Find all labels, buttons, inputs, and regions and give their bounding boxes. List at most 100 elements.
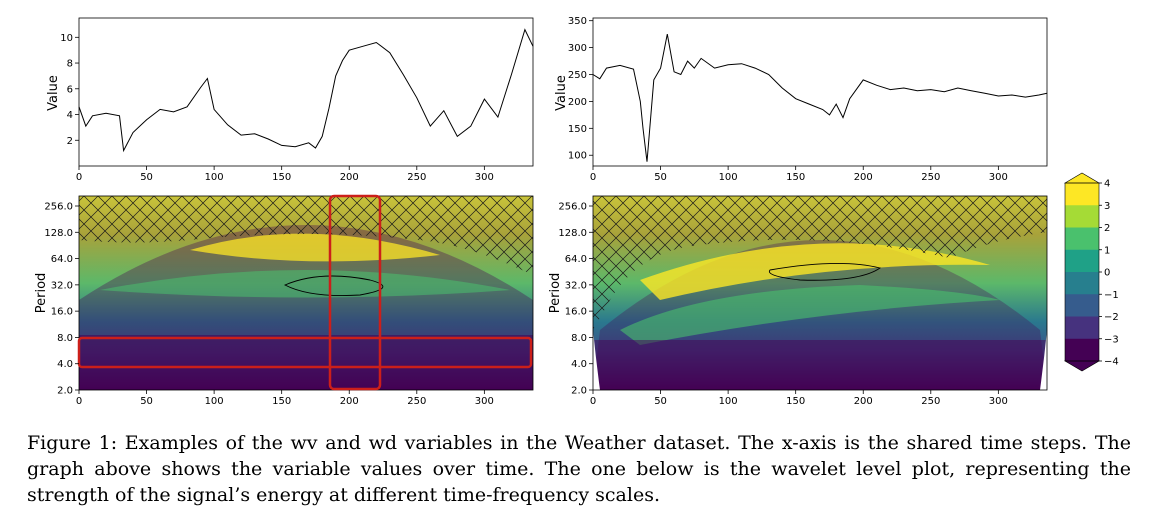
x-tick-label: 250 — [407, 172, 426, 183]
wv-ticks: 0 50 100 150 200 250 300 2 4 6 8 10 — [60, 33, 494, 183]
colorbar-cell — [1065, 316, 1099, 340]
x-tick-label: 0 — [590, 172, 596, 183]
y-tick-label: 64.0 — [565, 254, 587, 265]
y-tick-label: 4 — [67, 110, 73, 121]
wv-chart-frame — [78, 17, 534, 167]
y-tick-label: 2.0 — [57, 386, 73, 397]
wv-high-energy-band — [190, 233, 440, 262]
y-tick-label: 16.0 — [565, 307, 587, 318]
colorbar-cell — [1065, 272, 1099, 295]
y-tick-label: 300 — [568, 43, 587, 54]
colorbar-tick-label: 3 — [1104, 201, 1110, 212]
colorbar-top-arrow — [1063, 172, 1101, 184]
y-tick-label: 250 — [568, 70, 587, 81]
y-tick-label: 16.0 — [51, 307, 73, 318]
wv-highlight-period-band — [77, 336, 533, 369]
x-tick-label: 200 — [854, 172, 873, 183]
wd-wavelet-frame — [592, 195, 1048, 391]
wv-mid-energy-band — [100, 270, 510, 298]
colorbar: 4 3 2 1 0 −1 −2 −3 −4 — [1063, 172, 1119, 372]
colorbar-ticks: 4 3 2 1 0 −1 −2 −3 −4 — [1099, 179, 1119, 368]
x-tick-label: 50 — [654, 396, 667, 407]
colorbar-tick-label: −1 — [1104, 290, 1119, 301]
colorbar-cells — [1063, 172, 1101, 372]
y-tick-label: 256.0 — [558, 202, 587, 213]
y-tick-label: 128.0 — [558, 228, 587, 239]
y-tick-label: 200 — [568, 97, 587, 108]
wv-cone-of-influence-hatch — [79, 196, 533, 275]
colorbar-tick-label: −2 — [1104, 312, 1119, 323]
wd-ticks: 0 50 100 150 200 250 300 100 150 200 250 300 350 — [568, 16, 1008, 183]
colorbar-tick-label: −4 — [1104, 357, 1119, 368]
y-tick-label: 32.0 — [565, 280, 587, 291]
x-tick-label: 250 — [921, 172, 940, 183]
y-tick-label: 4.0 — [57, 359, 73, 370]
x-tick-label: 150 — [272, 396, 291, 407]
colorbar-bottom-arrow — [1063, 360, 1101, 372]
colorbar-tick-label: 2 — [1104, 223, 1110, 234]
figure-caption: Figure 1: Examples of the wv and wd vari… — [27, 432, 1131, 506]
wd-wavelet-y-axis-label: Period — [548, 273, 563, 314]
y-tick-label: 128.0 — [44, 228, 73, 239]
y-tick-label: 150 — [568, 124, 587, 135]
wd-high-energy-band — [640, 243, 990, 300]
x-tick-label: 50 — [140, 172, 153, 183]
x-tick-label: 50 — [654, 172, 667, 183]
x-tick-label: 50 — [140, 396, 153, 407]
x-tick-label: 100 — [719, 396, 738, 407]
colorbar-cell — [1065, 338, 1099, 362]
x-tick-label: 100 — [205, 396, 224, 407]
y-tick-label: 2.0 — [571, 386, 587, 397]
y-tick-label: 350 — [568, 16, 587, 27]
wd-cone-of-influence-hatch — [593, 196, 1047, 330]
colorbar-cell — [1065, 205, 1099, 228]
wd-significance-contour — [768, 263, 882, 281]
x-tick-label: 200 — [340, 172, 359, 183]
wd-y-axis-label: Value — [554, 75, 569, 111]
colorbar-tick-label: 4 — [1104, 179, 1110, 190]
x-tick-label: 300 — [475, 172, 494, 183]
x-tick-label: 100 — [719, 172, 738, 183]
wv-significance-contour — [283, 275, 384, 296]
y-tick-label: 2 — [67, 136, 73, 147]
y-tick-label: 8 — [67, 59, 73, 70]
wv-line-chart: 0 50 100 150 200 250 300 2 4 6 8 10 Value — [46, 17, 534, 183]
y-tick-label: 64.0 — [51, 254, 73, 265]
x-tick-label: 300 — [989, 396, 1008, 407]
colorbar-tick-label: 0 — [1104, 268, 1110, 279]
x-tick-label: 150 — [272, 172, 291, 183]
wd-chart-frame — [592, 17, 1048, 167]
colorbar-cell — [1065, 183, 1099, 206]
wd-series-line — [592, 34, 1048, 162]
colorbar-tick-label: −3 — [1104, 334, 1119, 345]
y-tick-label: 256.0 — [44, 202, 73, 213]
colorbar-tick-label: 1 — [1104, 245, 1110, 256]
x-tick-label: 200 — [854, 396, 873, 407]
y-tick-label: 8.0 — [57, 333, 73, 344]
colorbar-cell — [1065, 227, 1099, 251]
colorbar-cell — [1065, 249, 1099, 273]
x-tick-label: 0 — [590, 396, 596, 407]
x-tick-label: 250 — [921, 396, 940, 407]
y-tick-label: 32.0 — [51, 280, 73, 291]
wv-y-axis-label: Value — [46, 75, 61, 111]
x-tick-label: 150 — [786, 172, 805, 183]
x-tick-label: 0 — [76, 396, 82, 407]
wd-wavelet-plot: 0 50 100 150 200 250 300 2.0 4.0 8.0 16.0 32.0 64.0 1… — [548, 195, 1048, 408]
wv-series-line — [78, 28, 534, 153]
x-tick-label: 0 — [76, 172, 82, 183]
wd-low-period-band — [593, 340, 1047, 390]
x-tick-label: 250 — [407, 396, 426, 407]
wv-wavelet-frame — [78, 195, 534, 391]
wv-wavelet-plot: 0 50 100 150 200 250 300 2.0 4.0 8.0 16.0 32.0 64.0 1… — [34, 194, 534, 408]
y-tick-label: 10 — [60, 33, 73, 44]
y-tick-label: 4.0 — [571, 359, 587, 370]
x-tick-label: 300 — [475, 396, 494, 407]
wv-low-period-band — [79, 335, 533, 390]
wv-highlight-time-window — [328, 194, 382, 391]
wv-wavelet-ticks: 0 50 100 150 200 250 300 2.0 4.0 8.0 16.0 32.0 64.0 1… — [44, 202, 494, 408]
wd-line-chart: 0 50 100 150 200 250 300 100 150 200 250 300 350 Val… — [554, 16, 1048, 183]
wd-wavelet-ticks: 0 50 100 150 200 250 300 2.0 4.0 8.0 16.0 32.0 64.0 1… — [558, 202, 1008, 408]
y-tick-label: 8.0 — [571, 333, 587, 344]
